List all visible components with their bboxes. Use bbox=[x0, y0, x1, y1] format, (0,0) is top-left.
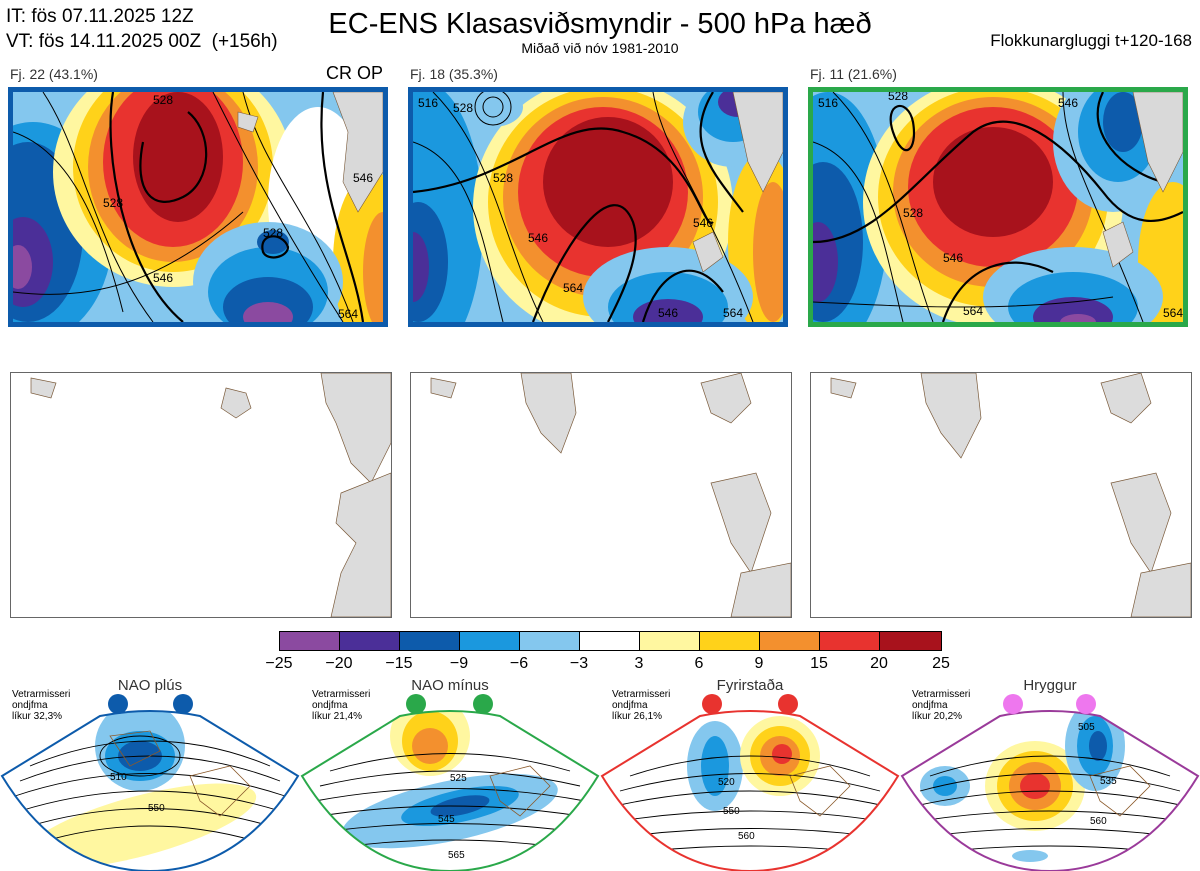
colorbar-tick: 6 bbox=[694, 655, 704, 672]
base-map-1[interactable] bbox=[10, 372, 392, 618]
regime-ridge[interactable]: Hryggur Vetrarmisseri ondjfma líkur 20,2… bbox=[900, 676, 1200, 871]
colorbar-tick: −20 bbox=[325, 655, 353, 672]
contour-label: 564 bbox=[963, 304, 983, 318]
contour-label: 550 bbox=[723, 806, 740, 817]
contour-label: 516 bbox=[818, 96, 838, 110]
contour-label: 546 bbox=[1058, 96, 1078, 110]
regime-title: NAO mínus bbox=[411, 677, 489, 694]
regime-nao-plus[interactable]: NAO plús Vetrarmisseri ondjfma líkur 32,… bbox=[0, 676, 300, 871]
regime-nao-minus[interactable]: NAO mínus Vetrarmisseri ondjfma líkur 21… bbox=[300, 676, 600, 871]
contour-label: 516 bbox=[418, 96, 438, 110]
contour-label: 546 bbox=[658, 306, 678, 320]
base-map-3[interactable] bbox=[810, 372, 1192, 618]
colorbar-swatch bbox=[699, 631, 760, 651]
contour-label: 560 bbox=[1090, 816, 1107, 827]
contour-label: 528 bbox=[493, 171, 513, 185]
contour-label: 564 bbox=[338, 307, 358, 321]
valid-time: VT: fös 14.11.2025 00Z (+156h) bbox=[6, 31, 278, 52]
colorbar-tick: 3 bbox=[634, 655, 644, 672]
cluster-2-label: Fj. 18 (35.3%) bbox=[410, 66, 498, 82]
regime-title: NAO plús bbox=[117, 677, 183, 694]
regime-title: Fyrirstaða bbox=[716, 677, 784, 694]
contour-label: 528 bbox=[263, 226, 283, 240]
colorbar-swatch bbox=[399, 631, 460, 651]
cluster-3-map[interactable]: 516 528 528 546 546 564 564 bbox=[808, 87, 1188, 327]
contour-label: 520 bbox=[718, 777, 735, 788]
contour-label: 564 bbox=[723, 306, 743, 320]
colorbar-swatch bbox=[339, 631, 400, 651]
colorbar-tick: 15 bbox=[810, 655, 828, 672]
page-subtitle: Miðað við nóv 1981-2010 bbox=[521, 40, 679, 56]
colorbar-tick: 20 bbox=[870, 655, 888, 672]
contour-label: 528 bbox=[903, 206, 923, 220]
colorbar-tick: −15 bbox=[385, 655, 413, 672]
colorbar-swatch bbox=[759, 631, 820, 651]
contour-label: 550 bbox=[148, 803, 165, 814]
colorbar-swatch bbox=[879, 631, 942, 651]
page-title: EC-ENS Klasasviðsmyndir - 500 hPa hæð bbox=[328, 8, 872, 40]
colorbar-tick: −6 bbox=[509, 655, 529, 672]
regime-note: Vetrarmisseri ondjfma líkur 32,3% bbox=[12, 689, 71, 722]
contour-label: 546 bbox=[353, 171, 373, 185]
contour-label: 528 bbox=[453, 101, 473, 115]
regime-blocking[interactable]: Fyrirstaða Vetrarmisseri ondjfma líkur 2… bbox=[600, 676, 900, 871]
cluster-1-label: Fj. 22 (43.1%) bbox=[10, 66, 98, 82]
contour-label: 546 bbox=[693, 216, 713, 230]
base-map-2[interactable] bbox=[410, 372, 792, 618]
regime-note: Vetrarmisseri ondjfma líkur 21,4% bbox=[312, 689, 371, 722]
colorbar-swatch bbox=[279, 631, 340, 651]
regime-note: Vetrarmisseri ondjfma líkur 26,1% bbox=[612, 689, 671, 722]
cr-op-badge: CR OP bbox=[326, 63, 384, 83]
contour-label: 565 bbox=[448, 850, 465, 861]
contour-label: 546 bbox=[943, 251, 963, 265]
header-times: IT: fös 07.11.2025 12Z VT: fös 14.11.2025… bbox=[6, 4, 278, 54]
regime-title: Hryggur bbox=[1023, 677, 1077, 694]
colorbar-tick: −3 bbox=[569, 655, 589, 672]
colorbar-swatch bbox=[519, 631, 580, 651]
colorbar-tick: −25 bbox=[265, 655, 293, 672]
cluster-3-label: Fj. 11 (21.6%) bbox=[810, 66, 897, 82]
contour-label: 525 bbox=[450, 773, 467, 784]
contour-label: 546 bbox=[528, 231, 548, 245]
contour-label: 564 bbox=[563, 281, 583, 295]
classification-window: Flokkunargluggi t+120-168 bbox=[990, 31, 1192, 50]
colorbar-tick: 9 bbox=[754, 655, 764, 672]
colorbar-tick: 25 bbox=[932, 655, 950, 672]
contour-label: 505 bbox=[1078, 722, 1095, 733]
contour-label: 560 bbox=[738, 831, 755, 842]
colorbar-swatch bbox=[579, 631, 640, 651]
contour-label: 510 bbox=[110, 772, 127, 783]
contour-label: 564 bbox=[1163, 306, 1183, 320]
contour-label: 545 bbox=[438, 814, 455, 825]
colorbar-swatch bbox=[639, 631, 700, 651]
contour-label: 528 bbox=[153, 93, 173, 107]
contour-label: 546 bbox=[153, 271, 173, 285]
colorbar-tick: −9 bbox=[449, 655, 469, 672]
colorbar-swatch bbox=[819, 631, 880, 651]
contour-label: 528 bbox=[103, 196, 123, 210]
initial-time: IT: fös 07.11.2025 12Z bbox=[6, 6, 194, 27]
contour-label: 528 bbox=[888, 92, 908, 103]
contour-label: 535 bbox=[1100, 776, 1117, 787]
colorbar-swatch bbox=[459, 631, 520, 651]
cluster-2-map[interactable]: 516 528 528 546 546 564 546 564 bbox=[408, 87, 788, 327]
cluster-1-map[interactable]: 528 528 546 528 546 564 bbox=[8, 87, 388, 327]
regime-note: Vetrarmisseri ondjfma líkur 20,2% bbox=[912, 689, 971, 722]
